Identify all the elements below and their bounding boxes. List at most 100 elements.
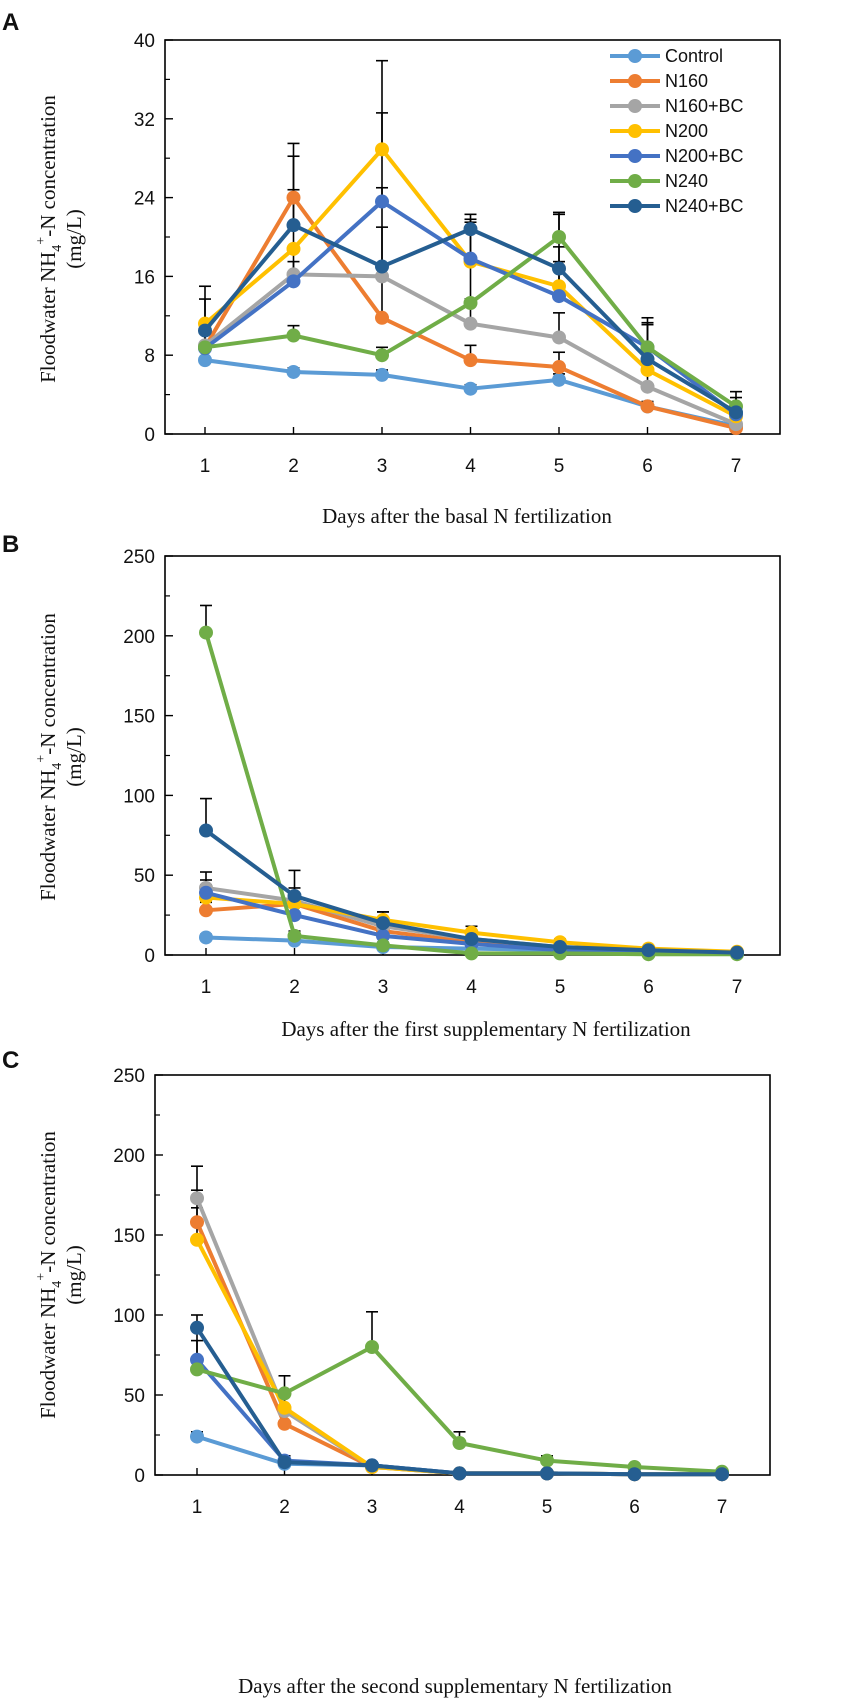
y-tick-label-c: 100	[113, 1306, 145, 1327]
y-axis-label-c: Floodwater NH4+-N concentration (mg/L)	[34, 1131, 86, 1419]
x-axis-label-c: Days after the second supplementary N fe…	[238, 1674, 672, 1698]
data-point-n240-b	[464, 946, 479, 961]
x-tick-label-c: 5	[542, 1497, 553, 1518]
legend-marker-n160	[628, 74, 642, 88]
data-point-n240-plus-bc-b	[730, 945, 744, 960]
y-tick-label-b: 250	[123, 547, 155, 568]
svg-text:Floodwater NH4+-N concentratio: Floodwater NH4+-N concentration	[34, 1131, 65, 1419]
data-point-n160-plus-bc-a	[375, 269, 389, 284]
data-point-n200-plus-bc-b	[376, 928, 390, 943]
series-line-n240-b	[204, 632, 737, 957]
data-point-n240-c	[452, 1436, 467, 1450]
x-tick-label-c: 2	[279, 1497, 290, 1518]
data-point-n240-plus-bc-a	[198, 323, 212, 338]
data-point-n200-plus-bc-a	[463, 251, 478, 266]
x-tick-label-b: 1	[201, 977, 212, 998]
data-point-n240-plus-bc-c	[540, 1466, 554, 1481]
x-tick-label-b: 6	[643, 977, 654, 998]
legend-label-n200-plus-bc: N200+BC	[665, 146, 744, 166]
data-point-control-a	[286, 364, 301, 379]
x-tick-label-c: 3	[367, 1497, 378, 1518]
data-point-n200-a	[640, 362, 655, 377]
data-point-n240-plus-bc-a	[463, 222, 478, 237]
x-tick-label-b: 2	[289, 977, 300, 998]
y-label-main-c: Floodwater NH	[36, 1288, 60, 1419]
y-label-main-b: Floodwater NH	[36, 770, 60, 901]
data-point-n160-a	[463, 353, 478, 368]
data-point-n240-a	[375, 348, 389, 363]
y-label-sub-a: 4	[50, 245, 65, 252]
data-point-control-a	[198, 353, 212, 368]
data-point-n240-plus-bc-a	[552, 261, 566, 276]
data-point-n200-a	[286, 241, 301, 256]
legend-marker-control	[628, 49, 642, 63]
legend: Control N160 N160+BC N200 N200+BC N240 N240+BC	[610, 46, 744, 216]
legend-marker-n200-plus-bc	[628, 149, 642, 163]
y-label-sub-b: 4	[50, 763, 65, 770]
data-point-n240-plus-bc-c	[627, 1467, 642, 1482]
legend-label-n200: N200	[665, 121, 708, 141]
y-tick-label-c: 250	[113, 1066, 145, 1087]
legend-marker-n240	[628, 174, 642, 188]
y-tick-label-b: 200	[123, 627, 155, 648]
data-point-n240-b	[199, 625, 213, 640]
data-point-n240-a	[640, 340, 655, 355]
data-point-n160-plus-bc-a	[552, 330, 566, 345]
plot-area-a: 0 8 16 24 32 40 1 2 3 4 5 6 7	[134, 31, 781, 477]
y-tick-label-c: 200	[113, 1146, 145, 1167]
data-point-control-b	[199, 930, 213, 945]
legend-label-n160: N160	[665, 71, 708, 91]
panel-a: A Floodwater NH4+-N concentration (mg/L)…	[2, 9, 781, 528]
x-tick-label-a: 4	[465, 456, 476, 477]
data-point-n200-a	[375, 142, 389, 157]
x-tick-label-b: 4	[466, 977, 477, 998]
x-tick-label-b: 5	[555, 977, 566, 998]
series-line-n200-plus-bc-c	[195, 1358, 722, 1477]
y-label-sup-c: +	[34, 1273, 49, 1281]
data-point-n240-a	[198, 340, 212, 355]
y-tick-label-a: 32	[134, 110, 155, 131]
y-label-unit-b: (mg/L)	[62, 727, 86, 786]
svg-text:Floodwater NH4+-N concentratio: Floodwater NH4+-N concentration	[34, 95, 65, 383]
y-label-unit-a: (mg/L)	[62, 209, 86, 268]
y-tick-label-a: 40	[134, 31, 155, 52]
y-label-main-a: Floodwater NH	[36, 252, 60, 383]
data-point-n240-a	[286, 328, 301, 343]
data-point-n200-c	[277, 1400, 292, 1415]
svg-text:Floodwater NH4+-N concentratio: Floodwater NH4+-N concentration	[34, 613, 65, 901]
y-label-unit-c: (mg/L)	[62, 1245, 86, 1304]
data-point-n240-plus-bc-b	[199, 823, 213, 838]
data-point-n160-plus-bc-c	[190, 1191, 204, 1206]
legend-label-n240: N240	[665, 171, 708, 191]
panel-letter-b: B	[2, 531, 19, 558]
data-point-n240-plus-bc-a	[286, 218, 301, 233]
data-point-n160-a	[640, 399, 655, 414]
y-tick-label-c: 0	[134, 1466, 145, 1487]
data-point-control-a	[552, 372, 566, 387]
data-point-n240-a	[463, 295, 478, 310]
data-point-n160-plus-bc-a	[463, 316, 478, 331]
y-axis-label-a: Floodwater NH4+-N concentration (mg/L)	[34, 95, 86, 383]
data-point-control-a	[463, 381, 478, 396]
x-tick-label-c: 4	[454, 1497, 465, 1518]
x-tick-label-a: 6	[642, 456, 653, 477]
data-point-n160-c	[277, 1416, 292, 1431]
data-point-n240-plus-bc-b	[287, 888, 302, 903]
x-axis-label-a: Days after the basal N fertilization	[322, 504, 612, 528]
y-tick-label-c: 150	[113, 1226, 145, 1247]
y-label-tail-a: -N concentration	[36, 95, 60, 237]
data-point-n240-plus-bc-a	[640, 352, 655, 367]
y-tick-label-a: 24	[134, 189, 156, 210]
x-tick-label-a: 5	[554, 456, 565, 477]
data-point-n160-plus-bc-a	[640, 379, 655, 394]
data-point-n240-b	[287, 928, 302, 943]
data-point-n240-plus-bc-a	[375, 259, 389, 274]
data-point-n240-plus-bc-b	[464, 932, 479, 947]
data-point-n160-b	[199, 903, 213, 918]
data-point-n160-c	[190, 1215, 204, 1230]
data-point-n240-c	[277, 1386, 292, 1401]
y-label-sub-c: 4	[50, 1281, 65, 1288]
data-point-n240-plus-bc-b	[641, 943, 656, 958]
data-point-n240-c	[365, 1340, 379, 1354]
